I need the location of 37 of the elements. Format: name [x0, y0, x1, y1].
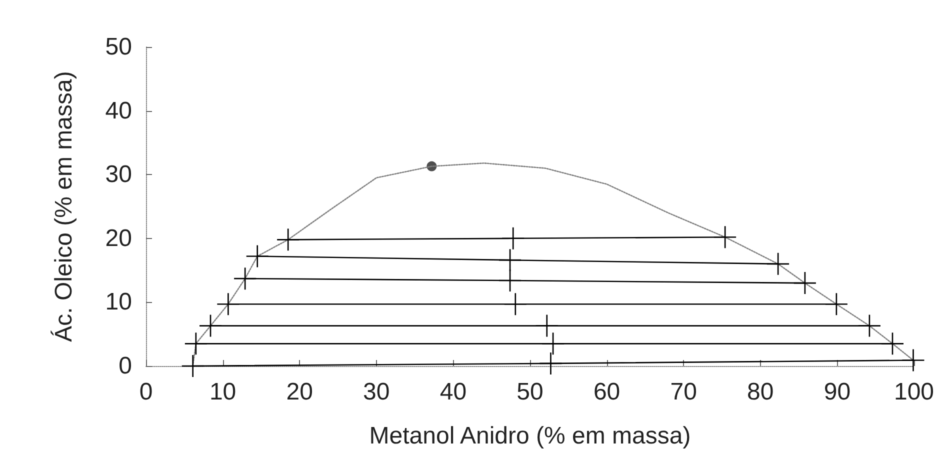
y-tick-label: 40 [105, 97, 132, 124]
x-tick-label: 40 [440, 378, 467, 406]
point [714, 226, 736, 248]
x-tick-label: 0 [139, 378, 153, 406]
point [184, 332, 207, 355]
y-tick-label: 10 [105, 288, 132, 316]
y-tick-label: 0 [118, 352, 132, 380]
point [902, 349, 924, 372]
x-tick-label: 20 [286, 378, 313, 406]
y-axis-title: Ác. Oleico (% em massa) [50, 71, 78, 342]
point [881, 332, 904, 355]
x-axis-title: Metanol Anidro (% em massa) [369, 422, 691, 450]
x-tick-label: 30 [363, 378, 390, 406]
point [217, 293, 240, 316]
x-tick-label: 70 [670, 378, 697, 406]
point [246, 245, 268, 268]
point [499, 249, 522, 272]
x-tick-label: 90 [824, 378, 851, 406]
point [504, 293, 526, 316]
point [200, 314, 222, 337]
x-tick-label: 50 [516, 378, 544, 406]
point [502, 227, 524, 250]
y-tick-label: 30 [105, 161, 132, 188]
point [277, 228, 300, 251]
x-tick-label: 100 [894, 378, 934, 406]
x-tick-label: 60 [593, 378, 620, 406]
x-tick-label: 80 [747, 378, 774, 406]
point [182, 355, 204, 377]
point [536, 314, 558, 337]
point [540, 352, 562, 374]
y-tick-label: 50 [105, 34, 132, 60]
point [542, 332, 564, 355]
y-tick-label: 20 [105, 224, 132, 252]
x-tick-label: 10 [209, 378, 236, 406]
point [234, 268, 256, 290]
point [825, 293, 848, 316]
point [858, 314, 880, 337]
